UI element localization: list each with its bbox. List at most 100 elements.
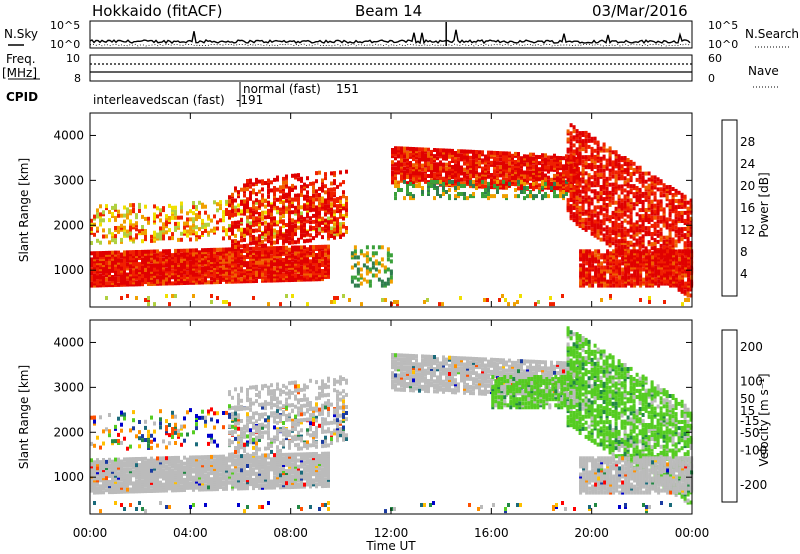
power-cell — [621, 283, 625, 288]
power-cell — [403, 162, 406, 167]
power-cell — [605, 217, 609, 222]
power-cell — [327, 192, 330, 196]
power-cell — [300, 219, 303, 224]
power-cell — [636, 275, 640, 280]
power-cell — [430, 149, 433, 154]
power-cell — [252, 254, 255, 259]
power-cell — [689, 216, 693, 221]
power-cell — [578, 131, 582, 136]
power-cell — [336, 229, 339, 234]
power-cell — [228, 213, 231, 218]
power-cell — [258, 264, 261, 269]
power-cell — [645, 249, 649, 254]
power-cell — [291, 247, 294, 252]
power-cell — [683, 194, 687, 199]
power-cell — [264, 246, 267, 251]
power-cell — [635, 194, 639, 199]
power-cell — [333, 191, 336, 196]
power-cell — [309, 216, 312, 221]
power-cell — [111, 232, 114, 237]
station-title: Hokkaido (fitACF) — [92, 2, 223, 20]
power-cell — [243, 269, 246, 274]
power-cell — [526, 172, 529, 177]
power-cell — [168, 220, 171, 225]
power-cell — [674, 219, 678, 224]
power-cell — [177, 221, 180, 226]
power-cell — [502, 185, 505, 190]
power-cell — [102, 218, 105, 223]
power-cell — [99, 204, 102, 209]
power-cell — [276, 234, 279, 239]
power-cell — [675, 275, 679, 280]
power-cell — [365, 269, 369, 274]
power-cell — [174, 215, 177, 220]
power-cell — [568, 154, 571, 159]
power-cell — [615, 255, 619, 260]
power-cell — [579, 275, 583, 280]
power-cell — [210, 228, 213, 233]
power-cell — [168, 263, 171, 268]
power-cell — [626, 168, 630, 173]
power-cell — [674, 205, 678, 210]
power-cell — [650, 246, 654, 251]
power-cell — [469, 179, 472, 184]
power-cell — [273, 246, 276, 251]
power-cell — [578, 179, 582, 184]
power-cell — [171, 215, 174, 220]
power-cell — [611, 237, 615, 242]
power-cell — [270, 204, 273, 209]
power-cell — [608, 152, 612, 157]
power-cell — [433, 154, 436, 159]
power-cell — [620, 208, 624, 213]
power-cell — [288, 192, 291, 197]
power-cell — [517, 152, 520, 156]
power-cell — [442, 150, 445, 155]
power-cell — [258, 179, 261, 184]
power-cell — [359, 267, 363, 272]
power-cell — [216, 226, 219, 231]
power-cell — [538, 175, 541, 180]
power-cell — [647, 191, 651, 196]
power-cell — [481, 166, 484, 171]
power-cell — [675, 255, 679, 260]
power-cell — [318, 273, 321, 278]
power-cell — [231, 239, 234, 244]
power-cell — [611, 174, 615, 179]
power-cell — [342, 214, 345, 218]
power-cell — [258, 201, 261, 206]
power-cell — [261, 246, 264, 251]
power-cell — [114, 234, 117, 239]
power-cell — [594, 253, 598, 258]
power-cell — [135, 215, 138, 220]
power-cell — [678, 275, 682, 280]
power-cell — [105, 281, 108, 286]
power-cell — [487, 196, 490, 201]
power-cell — [689, 241, 693, 245]
power-cell — [222, 273, 225, 278]
power-cell — [644, 218, 648, 223]
power-cell — [430, 164, 433, 168]
power-cell — [288, 224, 291, 229]
power-cell — [484, 194, 487, 199]
power-cell — [315, 213, 318, 218]
power-cell — [240, 199, 243, 204]
power-cell — [216, 247, 219, 252]
power-cell — [668, 223, 672, 228]
power-cell — [630, 279, 634, 284]
power-cell — [594, 249, 598, 254]
power-cell — [686, 239, 690, 244]
power-cell — [415, 165, 418, 170]
power-cell — [273, 270, 276, 275]
power-cell — [300, 275, 303, 280]
power-cell — [234, 233, 237, 238]
power-cell — [219, 276, 222, 280]
power-cell — [312, 181, 315, 186]
power-cell — [141, 225, 144, 229]
power-cell — [436, 156, 439, 161]
power-cell — [645, 281, 649, 286]
power-cell — [421, 153, 424, 158]
power-cell — [569, 191, 573, 196]
power-cell — [362, 263, 366, 268]
power-cell — [680, 210, 684, 215]
power-cell — [614, 216, 618, 221]
